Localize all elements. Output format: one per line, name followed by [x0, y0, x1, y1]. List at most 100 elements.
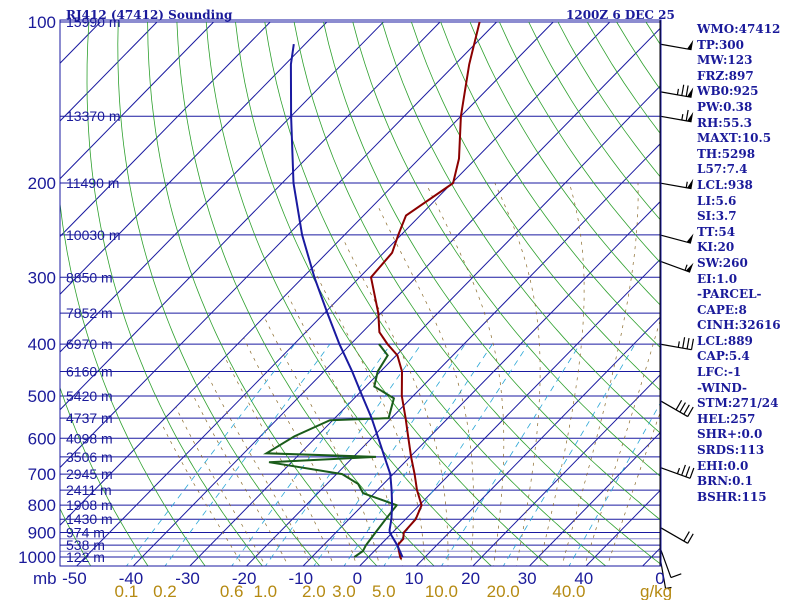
wind-barb-shaft: [659, 234, 692, 244]
temperature-tick-label: 0: [353, 569, 362, 588]
index-item: LCL:938: [697, 177, 753, 192]
index-item: LFC:-1: [697, 365, 742, 380]
dewpoint-trace: [263, 343, 399, 558]
mixing-ratio-line: [383, 343, 529, 566]
isotherm-line: [60, 21, 328, 295]
wind-barb-shaft: [659, 526, 689, 544]
wind-barb-feather: [679, 402, 686, 413]
dry-adiabat-line: [60, 199, 206, 566]
dry-adiabat-line: [440, 21, 661, 349]
wind-barb-half-feather: [681, 114, 684, 121]
index-item: HEL:257: [697, 411, 756, 426]
height-label: 538 m: [66, 537, 105, 553]
height-label: 15990 m: [66, 14, 120, 30]
moist-adiabat-line: [425, 182, 505, 566]
wind-barb-shaft: [659, 400, 689, 418]
moist-adiabat-line: [208, 376, 312, 566]
wind-barb-shaft: [659, 547, 672, 578]
height-label: 3506 m: [66, 449, 113, 465]
index-item: PW:0.38: [697, 99, 753, 114]
isotherm-line: [60, 21, 271, 238]
wind-barb-pennant: [685, 262, 694, 273]
wind-barb: [659, 400, 694, 418]
moist-adiabat-line: [225, 358, 335, 566]
wind-axis-label: 0: [655, 569, 664, 588]
wind-barb-half-feather: [676, 467, 681, 474]
dry-adiabat-line: [381, 21, 661, 435]
wind-barb: [659, 233, 694, 244]
isotherm-line: [472, 373, 661, 566]
wind-barb-pennant: [686, 233, 694, 244]
moist-adiabat-line: [561, 183, 639, 566]
index-item: SI:3.7: [697, 209, 737, 224]
wind-barb-feather: [685, 85, 689, 97]
wind-barb-feather: [683, 404, 690, 415]
pressure-tick-label: 1000: [18, 548, 56, 567]
pressure-tick-label: 500: [28, 387, 56, 406]
wind-barb-pennant: [687, 178, 694, 189]
isotherm-line: [0, 22, 44, 568]
dry-adiabat-line: [264, 21, 607, 566]
height-label: 4098 m: [66, 430, 113, 446]
wind-barb-shaft: [659, 91, 692, 98]
height-label: 1430 m: [66, 511, 113, 527]
moist-adiabat-line: [343, 239, 449, 566]
index-item: -WIND-: [697, 380, 747, 395]
mixing-ratio-line: [125, 343, 296, 566]
dry-adiabat-line: [352, 21, 661, 478]
height-label: 974 m: [66, 525, 105, 541]
isotherm-line: [60, 21, 497, 469]
stability-index-panel: WMO:47412 TP:300 MW:123 FRZ:897 WB0:925 PW:0.…: [697, 22, 800, 505]
height-label: 13370 m: [66, 108, 120, 124]
index-item: -PARCEL-: [697, 287, 762, 302]
wind-barb-feather: [670, 573, 682, 579]
moist-adiabat-line: [243, 338, 358, 566]
wind-barb-shaft: [659, 260, 691, 273]
dry-adiabat-line: [469, 21, 661, 307]
index-item: TP:300: [697, 37, 745, 52]
wind-barb-pennant: [687, 39, 694, 50]
height-label: 2411 m: [66, 482, 112, 498]
index-item: BRN:0.1: [697, 474, 753, 489]
wind-barb: [659, 337, 695, 351]
dry-adiabat-line: [293, 21, 661, 565]
moist-adiabat-line: [265, 319, 380, 566]
temperature-tick-label: 10: [405, 569, 424, 588]
temperature-tick-label: -20: [232, 569, 257, 588]
wind-barb: [659, 109, 694, 123]
pressure-tick-label: 100: [28, 13, 56, 32]
index-item: MW:123: [697, 53, 753, 68]
isotherm-line: [60, 21, 384, 353]
wind-barb-half-feather: [685, 181, 688, 188]
sounding-time: 1200Z 6 DEC 25: [566, 8, 675, 22]
index-item: LI:5.6: [697, 193, 737, 208]
wind-barb: [659, 464, 695, 479]
height-label: 10030 m: [66, 227, 120, 243]
pressure-tick-label: 400: [28, 335, 56, 354]
wind-barb-feather: [685, 466, 691, 478]
temperature-trace: [369, 21, 481, 560]
mixing-ratio-tick-label: 40.0: [552, 582, 585, 600]
wind-barb-feather: [687, 406, 694, 417]
height-label: 2945 m: [66, 466, 113, 482]
index-item: TT:54: [697, 224, 736, 239]
height-label: 11490 m: [66, 175, 119, 191]
wind-barb-shaft: [659, 115, 692, 123]
isotherm-line: [245, 142, 661, 566]
height-label: 5420 m: [66, 388, 113, 404]
wind-barb-shaft: [659, 182, 692, 190]
index-item: LCL:889: [697, 333, 753, 348]
isotherm-line: [75, 21, 611, 566]
mixing-ratio-line: [441, 343, 581, 566]
temperature-tick-label: -40: [119, 569, 144, 588]
wind-barb: [659, 260, 694, 273]
temperature-tick-label: 30: [518, 569, 537, 588]
wind-barb-feather: [685, 109, 689, 121]
pressure-tick-label: 600: [28, 429, 56, 448]
dry-adiabat-line: [60, 507, 92, 566]
mixing-ratio-line: [343, 343, 493, 566]
wind-barb-shaft: [659, 43, 692, 51]
dry-adiabat-line: [323, 21, 661, 521]
